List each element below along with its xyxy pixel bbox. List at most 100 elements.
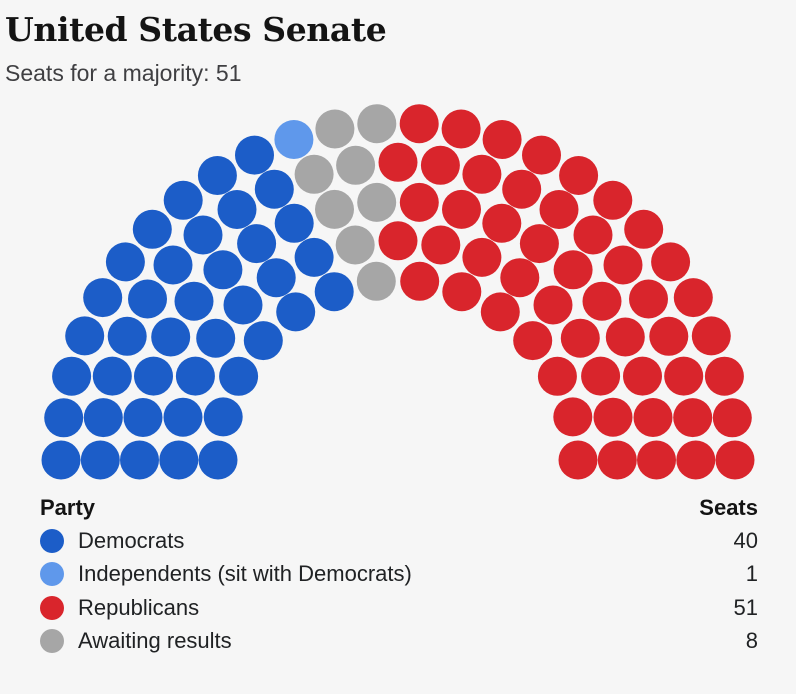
seat-dot [649,316,689,356]
seat-dot [559,156,599,195]
seat-dot [254,169,294,209]
legend-swatch [40,629,64,654]
seat-dot [482,120,522,159]
legend-item-independents: Independents (sit with Democrats) 1 [40,558,758,592]
seat-dot [651,242,691,282]
seat-dot [399,104,439,144]
legend-label: Awaiting results [78,628,232,654]
seat-dot [513,321,553,361]
seat-dot [441,109,481,149]
seat-dot [151,317,191,357]
legend-value: 51 [733,594,758,620]
seat-dot [462,237,502,277]
parliament-chart [41,104,755,480]
legend-label: Democrats [78,527,185,553]
seat-dot [637,440,676,480]
seat-dot [573,215,613,255]
seat-dot [629,279,668,319]
seat-dot [357,182,397,222]
legend-value: 40 [733,527,758,553]
legend-value: 8 [745,628,758,654]
seat-dot [624,209,664,249]
legend-value: 1 [745,561,758,587]
seat-dot [132,209,172,249]
seat-dot [553,397,593,437]
seat-dot [335,225,375,265]
seat-dot [175,356,215,396]
seat-dot [522,135,561,175]
seat-dot [237,224,277,264]
chart-title: United States Senate [5,10,387,49]
seat-dot [80,440,120,480]
seat-dot [537,356,577,396]
seat-dot [41,440,81,480]
seat-dot [294,237,334,277]
chart-subtitle: Seats for a majority: 51 [5,60,242,86]
seat-dot [223,285,263,325]
seat-dot [421,225,461,265]
seats-column-header: Seats [699,495,758,520]
seat-dot [159,440,199,480]
party-column-header: Party [40,495,96,520]
seat-dot [83,278,123,318]
seat-dot [623,356,662,396]
seat-dot [378,142,418,182]
seat-dot [315,189,354,229]
seat-dot [399,182,439,222]
seat-dot [691,316,731,356]
seat-dot [400,261,440,301]
seat-dot [105,242,145,282]
seat-dot [539,190,579,229]
seat-dot [196,318,236,358]
seat-dot [603,245,643,285]
seat-dot [44,398,84,438]
seat-dot [198,440,238,480]
seat-dot [673,278,713,318]
seat-dot [533,285,573,325]
seat-dot [420,145,460,185]
seat-dot [153,245,193,285]
seat-dot [315,109,355,149]
seat-dot [673,398,713,438]
seat-dot [480,292,520,332]
seat-dot [52,356,92,396]
seat-dot [715,440,755,480]
seat-dot [633,398,673,437]
seat-dot [123,398,163,437]
seat-dot [235,135,274,175]
seat-dot [482,203,522,243]
seat-dot [553,250,593,290]
seat-dot [581,356,621,396]
seat-dot [519,224,559,264]
seat-dot [203,250,243,290]
seat-dot [294,154,334,194]
legend: Party Seats Democrats 40 Independents (s… [40,492,758,658]
seat-dot [442,189,481,229]
seat-dot [582,281,622,321]
seat-dot [243,321,283,361]
seat-dot [676,440,716,480]
seat-dot [605,317,645,357]
seat-dot [356,261,396,301]
seat-dot [712,398,752,438]
seat-dot [274,203,314,243]
seat-dot [274,120,314,159]
seat-dot [163,180,203,220]
seat-dot [593,180,633,220]
seat-dot [65,316,105,356]
seat-dot [256,258,296,298]
seat-dot [120,440,159,480]
seat-dot [197,156,237,195]
seat-dot [597,440,637,480]
seat-dot [128,279,167,319]
seat-dot [560,318,600,358]
seat-dot [217,190,257,229]
legend-item-republicans: Republicans 51 [40,591,758,625]
seat-dot [500,258,540,298]
seat-dot [203,397,243,437]
legend-label: Republicans [78,594,200,620]
seat-dot [502,169,542,209]
seat-dot [219,356,259,396]
seat-dot [593,397,633,437]
legend-swatch [40,595,64,620]
